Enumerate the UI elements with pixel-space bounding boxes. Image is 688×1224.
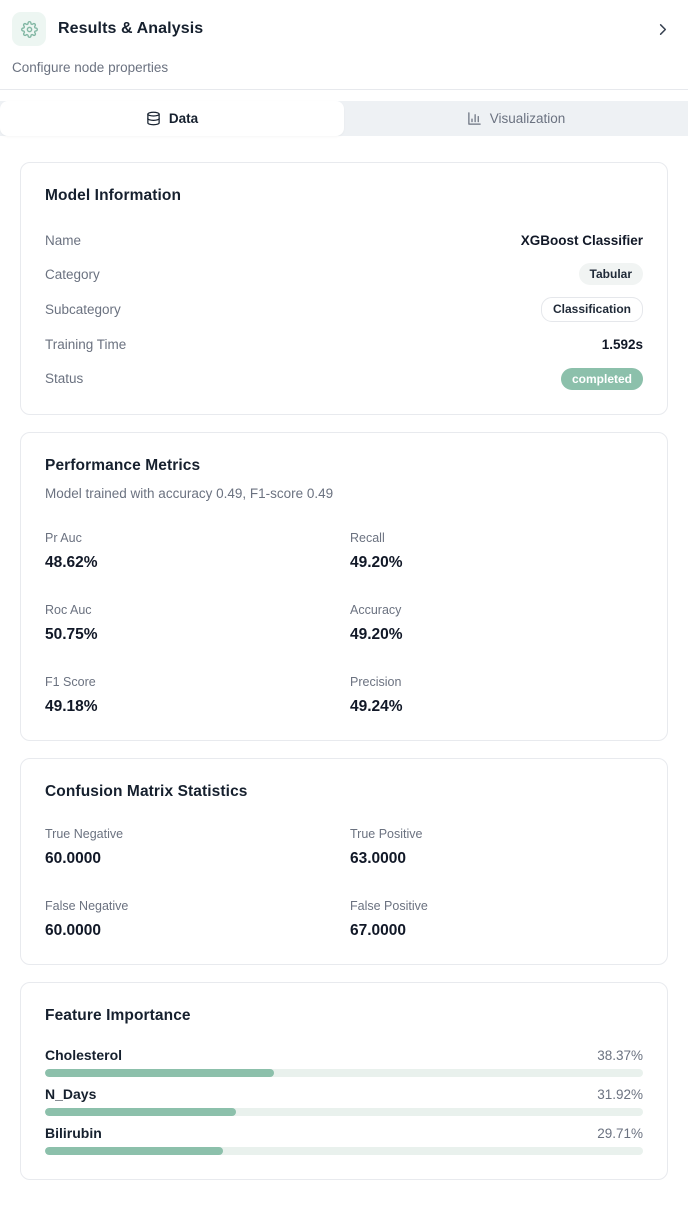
feature-bar-fill — [45, 1069, 275, 1078]
feature-importance-card: Feature Importance Cholesterol 38.37% N_… — [20, 982, 668, 1181]
subcategory-badge: Classification — [540, 297, 643, 322]
feature-name: N_Days — [45, 1086, 97, 1103]
feature-importance-title: Feature Importance — [45, 1007, 191, 1025]
stat-value: 67.0000 — [350, 922, 407, 940]
feature-bar-fill — [45, 1108, 236, 1117]
metric-value: 49.20% — [350, 554, 403, 572]
row-label: Category — [45, 266, 100, 282]
metric-value: 49.20% — [350, 626, 403, 644]
feature-name: Cholesterol — [45, 1047, 123, 1064]
stat-value: 60.0000 — [45, 922, 102, 940]
feature-bar-track — [45, 1069, 643, 1078]
stat-label: False Positive — [350, 899, 428, 914]
metric-label: F1 Score — [45, 675, 96, 690]
feature-bar-fill — [45, 1147, 223, 1156]
page-title: Results & Analysis — [58, 20, 204, 37]
chevron-right-icon — [655, 22, 670, 37]
model-info-row-training-time: Training Time 1.592s — [45, 334, 643, 356]
feature-percent: 31.92% — [597, 1087, 643, 1103]
metric-value: 49.18% — [45, 698, 98, 716]
tab-visualization-label: Visualization — [489, 111, 566, 126]
row-value: XGBoost Classifier — [520, 232, 643, 248]
model-information-card: Model Information Name XGBoost Classifie… — [20, 162, 668, 416]
metric-label: Accuracy — [350, 603, 402, 618]
tab-data-label: Data — [168, 111, 199, 126]
model-info-row-status: Status completed — [45, 367, 643, 391]
confusion-matrix-card: Confusion Matrix Statistics True Negativ… — [20, 758, 668, 966]
model-info-row-name: Name XGBoost Classifier — [45, 229, 643, 251]
metric-label: Pr Auc — [45, 531, 82, 546]
row-value: 1.592s — [601, 337, 643, 353]
results-content: Model Information Name XGBoost Classifie… — [0, 136, 688, 1214]
model-info-row-category: Category Tabular — [45, 263, 643, 286]
row-label: Name — [45, 232, 82, 248]
category-badge: Tabular — [578, 263, 643, 286]
feature-row-bilirubin: Bilirubin 29.71% — [45, 1125, 643, 1156]
feature-bar-track — [45, 1108, 643, 1117]
feature-row-n-days: N_Days 31.92% — [45, 1086, 643, 1117]
stat-label: False Negative — [45, 899, 129, 914]
metric-value: 48.62% — [45, 554, 98, 572]
status-badge: completed — [560, 367, 643, 391]
bar-chart-icon — [467, 111, 482, 126]
stat-true-positive: True Positive 63.0000 — [350, 827, 643, 868]
tab-bar: Data Visualization — [0, 101, 688, 136]
performance-metrics-subtitle: Model trained with accuracy 0.49, F1-sco… — [45, 486, 334, 502]
row-label: Status — [45, 371, 84, 387]
metric-recall: Recall 49.20% — [350, 531, 643, 572]
feature-name: Bilirubin — [45, 1125, 102, 1142]
feature-percent: 29.71% — [597, 1126, 643, 1142]
model-information-title: Model Information — [45, 187, 182, 204]
tab-visualization[interactable]: Visualization — [344, 101, 688, 136]
metric-label: Precision — [350, 675, 402, 690]
metric-precision: Precision 49.24% — [350, 675, 643, 716]
performance-metrics-card: Performance Metrics Model trained with a… — [20, 432, 668, 742]
stat-false-positive: False Positive 67.0000 — [350, 899, 643, 940]
database-icon — [146, 111, 161, 126]
confusion-matrix-title: Confusion Matrix Statistics — [45, 783, 248, 801]
stat-false-negative: False Negative 60.0000 — [45, 899, 338, 940]
metric-value: 50.75% — [45, 626, 98, 644]
stat-value: 63.0000 — [350, 850, 407, 868]
metric-label: Recall — [350, 531, 385, 546]
panel-subtitle: Configure node properties — [12, 60, 169, 75]
metric-label: Roc Auc — [45, 603, 92, 618]
metric-roc-auc: Roc Auc 50.75% — [45, 603, 338, 644]
tab-data[interactable]: Data — [0, 101, 344, 136]
performance-metrics-title: Performance Metrics — [45, 457, 201, 475]
stat-label: True Negative — [45, 827, 124, 842]
header-divider — [0, 89, 688, 90]
metric-f1-score: F1 Score 49.18% — [45, 675, 338, 716]
collapse-panel-button[interactable] — [651, 18, 674, 41]
feature-percent: 38.37% — [597, 1048, 643, 1064]
node-icon-container — [12, 12, 46, 46]
feature-row-cholesterol: Cholesterol 38.37% — [45, 1047, 643, 1078]
metric-pr-auc: Pr Auc 48.62% — [45, 531, 338, 572]
panel-header: Results & Analysis Configure node proper… — [0, 0, 688, 89]
stat-true-negative: True Negative 60.0000 — [45, 827, 338, 868]
gear-icon — [20, 20, 38, 38]
row-label: Training Time — [45, 337, 127, 353]
model-info-row-subcategory: Subcategory Classification — [45, 297, 643, 322]
metric-accuracy: Accuracy 49.20% — [350, 603, 643, 644]
feature-bar-track — [45, 1147, 643, 1156]
stat-value: 60.0000 — [45, 850, 102, 868]
stat-label: True Positive — [350, 827, 423, 842]
row-label: Subcategory — [45, 302, 121, 318]
metric-value: 49.24% — [350, 698, 403, 716]
